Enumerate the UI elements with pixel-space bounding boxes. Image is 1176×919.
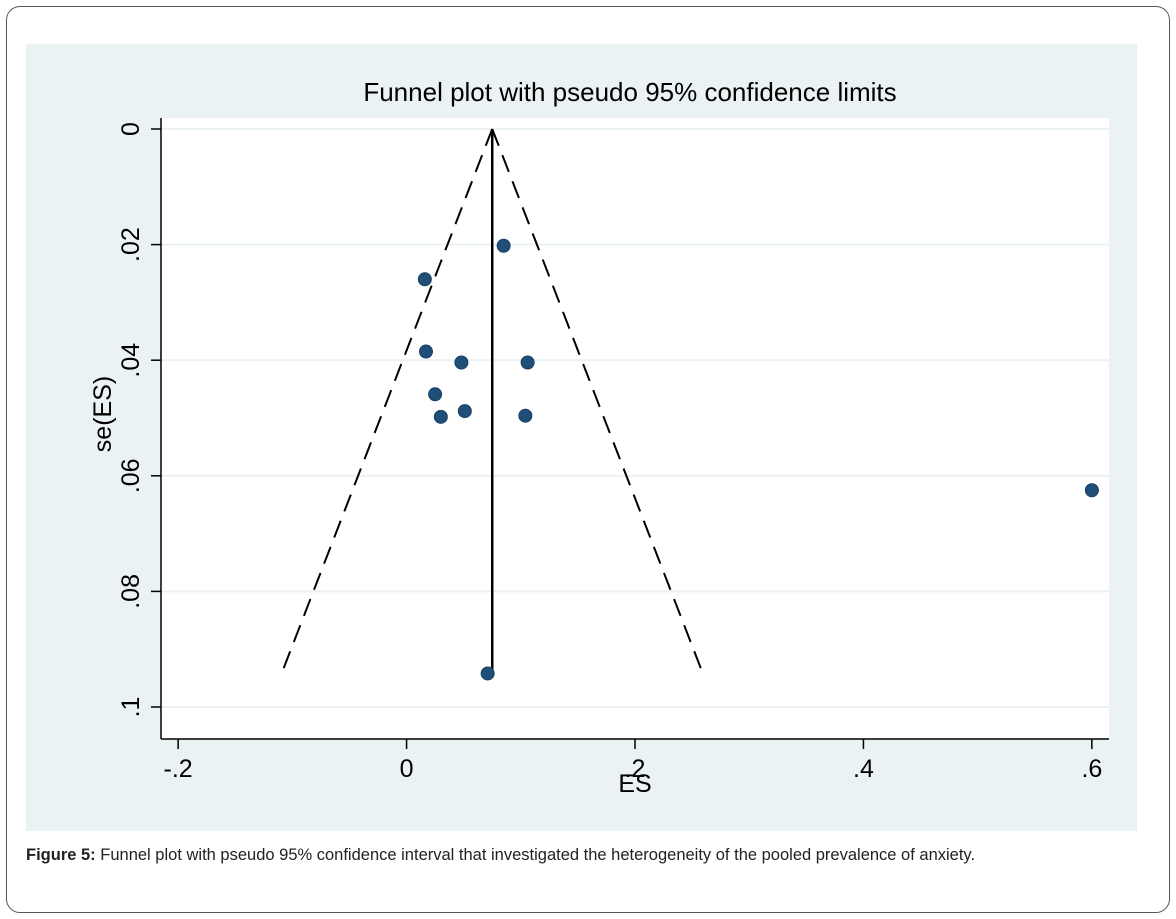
y-tick-label: 0 (117, 122, 145, 136)
data-points (417, 238, 1099, 681)
chart-title: Funnel plot with pseudo 95% confidence l… (363, 77, 896, 107)
data-point (518, 408, 533, 423)
y-tick-label: .04 (117, 343, 145, 378)
y-axis-label: se(ES) (89, 376, 117, 452)
data-point (454, 355, 469, 370)
data-point (417, 272, 432, 287)
y-tick-label: .08 (117, 574, 145, 609)
confidence-limit-left (281, 128, 494, 673)
x-tick-label: .4 (853, 755, 874, 783)
data-point (520, 355, 535, 370)
confidence-limit-right (491, 128, 704, 673)
plot-area (161, 118, 1109, 739)
x-tick-label: 0 (400, 755, 414, 783)
confidence-limits (281, 128, 704, 673)
axes: 0 .02 .04 .06 .08 .1 -.2 0 .2 .4 .6 (117, 118, 1109, 783)
y-tick-label: .02 (117, 227, 145, 262)
data-point (418, 344, 433, 359)
data-point (428, 387, 443, 402)
x-tick-label: .2 (625, 755, 646, 783)
gridlines (161, 128, 1109, 708)
caption-label: Figure 5: (26, 846, 96, 864)
funnel-plot: Funnel plot with pseudo 95% confidence l… (89, 77, 1109, 798)
y-tick-label: .1 (117, 697, 145, 718)
plot-region: Funnel plot with pseudo 95% confidence l… (26, 44, 1137, 831)
data-point (496, 238, 511, 253)
data-point (433, 409, 448, 424)
y-tick-label: .06 (117, 458, 145, 493)
x-tick-label: -.2 (164, 755, 193, 783)
figure-caption: Figure 5: Funnel plot with pseudo 95% co… (26, 843, 1148, 867)
x-axis-label: ES (618, 770, 651, 798)
x-tick-label: .6 (1081, 755, 1102, 783)
data-point (457, 404, 472, 419)
data-point (480, 666, 495, 681)
caption-text: Funnel plot with pseudo 95% confidence i… (95, 846, 976, 864)
data-point (1084, 483, 1099, 498)
